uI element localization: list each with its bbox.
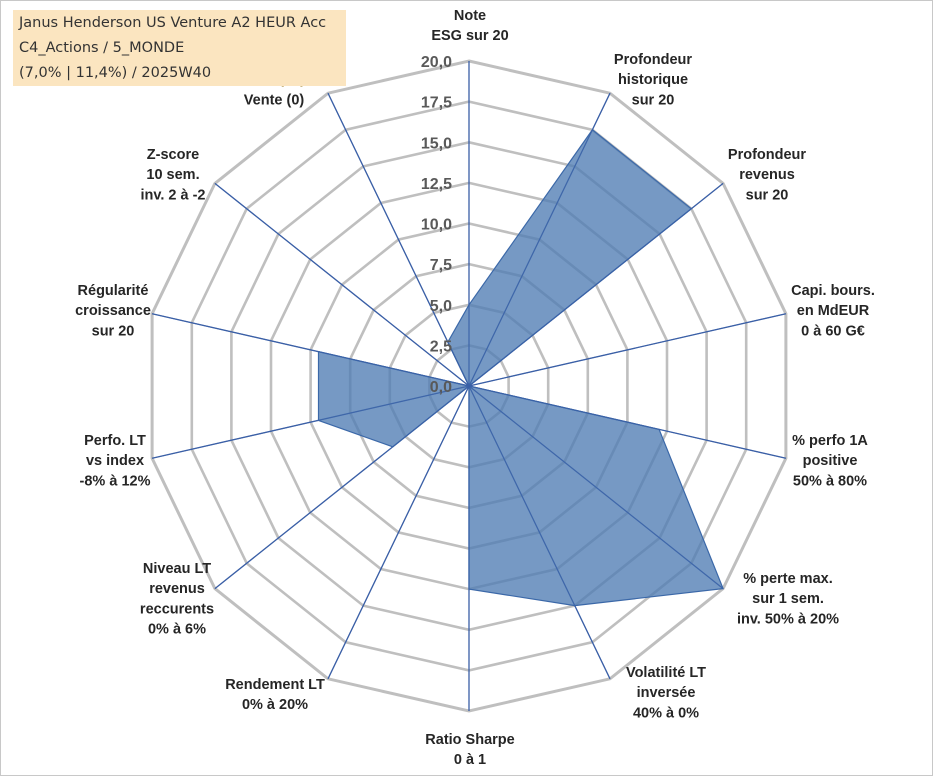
radar-spoke-overlay bbox=[327, 92, 470, 387]
radar-spoke-overlay bbox=[214, 183, 470, 387]
axis-label-line: Note bbox=[454, 8, 486, 24]
axis-label: Z-score 10 sem. inv. 2 à -2 bbox=[140, 147, 205, 203]
axis-label-line: vs index bbox=[86, 453, 144, 469]
fund-perf-week: (7,0% | 11,4%) / 2025W40 bbox=[19, 65, 212, 81]
axis-label-line: Niveau LT bbox=[143, 561, 211, 577]
axis-label-line: en MdEUR bbox=[797, 303, 870, 319]
axis-label-line: Volatilité LT bbox=[626, 665, 706, 681]
axis-label-line: 10 sem. bbox=[146, 167, 199, 183]
axis-label-line: sur 1 sem. bbox=[752, 591, 824, 607]
tick-label: 12,5 bbox=[421, 176, 452, 193]
axis-label-line: inv. 2 à -2 bbox=[140, 187, 205, 203]
tick-label: 17,5 bbox=[421, 95, 452, 112]
radar-spoke-overlay bbox=[214, 385, 470, 589]
radar-axis-labels: Note ESG sur 20 Profondeur historique sur 20… bbox=[75, 8, 875, 768]
radar-spoke-overlay bbox=[468, 385, 787, 459]
fund-category: C4_Actions / 5_MONDE bbox=[19, 40, 185, 56]
axis-label-line: -8% à 12% bbox=[80, 473, 151, 489]
axis-label-line: 40% à 0% bbox=[633, 705, 699, 721]
tick-label: 15,0 bbox=[421, 135, 452, 152]
tick-label: 5,0 bbox=[430, 298, 452, 315]
axis-label-line: Z-score bbox=[147, 147, 199, 163]
axis-label-line: 0% à 20% bbox=[242, 697, 308, 713]
radar-spoke-overlay bbox=[468, 385, 724, 589]
axis-label-line: Perfo. LT bbox=[84, 433, 146, 449]
fund-title-box: Janus Henderson US Venture A2 HEUR Acc C… bbox=[13, 10, 346, 86]
series-area bbox=[317, 128, 724, 607]
radar-series bbox=[151, 61, 787, 711]
radar-spoke-overlay bbox=[468, 313, 787, 387]
tick-label: 2,5 bbox=[430, 338, 452, 355]
axis-label-line: Régularité bbox=[78, 283, 149, 299]
axis-label: % perte max. sur 1 sem. inv. 50% à 20% bbox=[737, 571, 839, 627]
tick-label: 7,5 bbox=[430, 257, 452, 274]
axis-label: Profondeur revenus sur 20 bbox=[728, 147, 806, 203]
axis-label-line: reccurents bbox=[140, 601, 214, 617]
axis-label: Note ESG sur 20 bbox=[431, 8, 508, 44]
axis-label: % perfo 1A positive 50% à 80% bbox=[792, 433, 868, 489]
axis-label-line: % perfo 1A bbox=[792, 433, 868, 449]
axis-label: Ratio Sharpe 0 à 1 bbox=[425, 732, 514, 768]
radar-spoke-overlay bbox=[468, 385, 611, 680]
axis-label-line: 0 à 1 bbox=[454, 752, 486, 768]
axis-label-line: positive bbox=[803, 453, 858, 469]
axis-label-line: Rendement LT bbox=[225, 677, 325, 693]
axis-label-line: historique bbox=[618, 72, 688, 88]
axis-label: Niveau LT revenus reccurents 0% à 6% bbox=[140, 561, 214, 638]
axis-label-line: croissance bbox=[75, 303, 151, 319]
tick-label: 20,0 bbox=[421, 54, 452, 71]
axis-label-line: Capi. bours. bbox=[791, 283, 875, 299]
radar-spoke-overlay bbox=[151, 313, 470, 387]
axis-label-line: revenus bbox=[149, 581, 205, 597]
axis-label-line: sur 20 bbox=[92, 323, 135, 339]
axis-label-line: 0% à 6% bbox=[148, 622, 206, 638]
axis-label-line: revenus bbox=[739, 167, 795, 183]
radar-spoke-overlay bbox=[468, 183, 724, 387]
radar-spoke-overlay bbox=[327, 385, 470, 680]
tick-label: 0,0 bbox=[430, 379, 452, 396]
axis-label-line: Vente (0) bbox=[244, 92, 305, 108]
radar-tick-labels: 0,0 2,5 5,0 7,5 10,0 12,5 15,0 17,5 20,0 bbox=[421, 54, 452, 396]
axis-label-line: 0 à 60 G€ bbox=[801, 323, 865, 339]
tick-label: 10,0 bbox=[421, 217, 452, 234]
fund-name: Janus Henderson US Venture A2 HEUR Acc bbox=[19, 15, 327, 31]
axis-label: Perfo. LT vs index -8% à 12% bbox=[80, 433, 151, 489]
axis-label: Capi. bours. en MdEUR 0 à 60 G€ bbox=[791, 283, 875, 339]
axis-label-line: inversée bbox=[637, 685, 696, 701]
axis-label-line: 50% à 80% bbox=[793, 473, 867, 489]
radar-spoke-overlay bbox=[151, 385, 470, 459]
axis-label-line: ESG sur 20 bbox=[431, 28, 508, 44]
axis-label: Volatilité LT inversée 40% à 0% bbox=[626, 665, 706, 721]
axis-label: Profondeur historique sur 20 bbox=[614, 52, 692, 108]
axis-label: Rendement LT 0% à 20% bbox=[225, 677, 325, 713]
axis-label-line: sur 20 bbox=[746, 187, 789, 203]
radar-spoke-overlay bbox=[468, 92, 611, 387]
axis-label-line: Profondeur bbox=[728, 147, 806, 163]
axis-label-line: inv. 50% à 20% bbox=[737, 611, 839, 627]
axis-label-line: Profondeur bbox=[614, 52, 692, 68]
axis-label: Régularité croissance sur 20 bbox=[75, 283, 151, 339]
axis-label-line: Ratio Sharpe bbox=[425, 732, 514, 748]
axis-label-line: sur 20 bbox=[632, 92, 675, 108]
axis-label-line: % perte max. bbox=[743, 571, 832, 587]
